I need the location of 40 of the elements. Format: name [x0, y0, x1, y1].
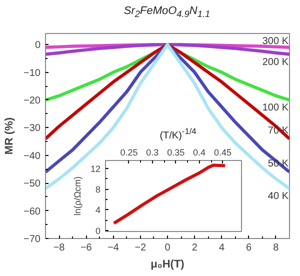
x-tick-label: −8	[53, 242, 66, 254]
x-tick-label: −4	[108, 242, 120, 254]
y-tick-label: −20	[24, 95, 41, 106]
x-tick-label: 0.4	[193, 148, 206, 158]
x-tick-label: 8	[273, 242, 280, 254]
y-tick-label: −10	[24, 68, 41, 79]
chart-title: Sr$_{2}$FeMoO$_{4.9}$N$_{1.1}$	[124, 4, 210, 22]
line-series	[112, 164, 227, 225]
y-tick-label: −50	[24, 178, 41, 190]
y-tick-label: 4	[95, 205, 101, 216]
x-tick-label: −2	[134, 242, 147, 254]
x-tick-label: 0.35	[167, 148, 185, 158]
y-axis-title: ln(ρ/Ωcm)	[72, 176, 82, 216]
series-label: 50 K	[268, 158, 289, 170]
y-tick-label: −60	[24, 206, 41, 218]
series-label: 200 K	[262, 56, 289, 68]
x-tick-label: 4	[218, 242, 225, 254]
series-label: 40 K	[268, 191, 289, 202]
y-axis-title: MR (%)	[4, 117, 16, 155]
y-tick-label: −70	[24, 234, 41, 245]
y-tick-label: 8	[95, 184, 101, 195]
x-axis-title: μ₀H(T)	[150, 258, 185, 270]
x-axis-title: (T/K)$^{-1/4}$	[160, 126, 196, 144]
series-label: 300 K	[262, 36, 289, 47]
x-tick-label: 6	[246, 242, 252, 254]
y-tick-label: −30	[24, 123, 41, 134]
series-label: 100 K	[262, 102, 289, 114]
y-tick-label: 0	[34, 40, 41, 52]
x-tick-label: 0.25	[120, 148, 138, 158]
line-series	[46, 42, 290, 140]
series-label: 70 K	[268, 125, 289, 136]
x-tick-label: −6	[80, 242, 92, 254]
y-tick-label: −40	[24, 150, 41, 162]
x-tick-label: 2	[192, 242, 198, 254]
line-series	[46, 42, 290, 56]
x-tick-label: 0	[164, 242, 171, 254]
x-tick-label: 0.3	[146, 148, 159, 158]
y-tick-label: 12	[90, 164, 101, 174]
y-tick-label: 0	[95, 226, 101, 236]
x-tick-label: 0.45	[214, 148, 232, 158]
